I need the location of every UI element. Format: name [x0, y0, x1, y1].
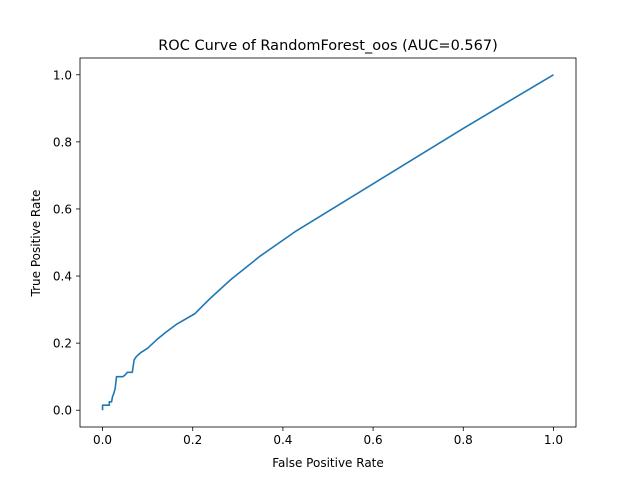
- y-tick-label: 0.8: [53, 135, 72, 149]
- plot-area: [79, 57, 577, 428]
- y-tick-label: 1.0: [53, 68, 72, 82]
- x-tick-label: 0.0: [93, 433, 112, 447]
- chart-title: ROC Curve of RandomForest_oos (AUC=0.567…: [158, 38, 498, 54]
- x-tick-label: 0.8: [454, 433, 473, 447]
- x-tick-label: 0.2: [183, 433, 202, 447]
- y-tick-label: 0.4: [53, 270, 72, 284]
- y-axis-label: True Positive Rate: [29, 190, 43, 298]
- plot-frame: [79, 57, 577, 428]
- y-tick-label: 0.6: [53, 202, 72, 216]
- y-tick-label: 0.0: [53, 404, 72, 418]
- x-tick-label: 1.0: [544, 433, 563, 447]
- roc-series-line-0: [101, 74, 554, 411]
- x-axis-label: False Positive Rate: [272, 456, 384, 470]
- y-axis-ticks: 0.0 0.2 0.4 0.6 0.8 1.0: [53, 68, 80, 418]
- x-tick-label: 0.4: [273, 433, 292, 447]
- x-tick-label: 0.6: [364, 433, 383, 447]
- y-tick-label: 0.2: [53, 337, 72, 351]
- x-axis-ticks: 0.0 0.2 0.4 0.6 0.8 1.0: [93, 427, 563, 447]
